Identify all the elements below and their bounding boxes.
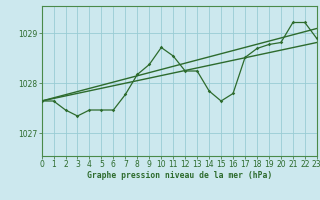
X-axis label: Graphe pression niveau de la mer (hPa): Graphe pression niveau de la mer (hPa) — [87, 171, 272, 180]
